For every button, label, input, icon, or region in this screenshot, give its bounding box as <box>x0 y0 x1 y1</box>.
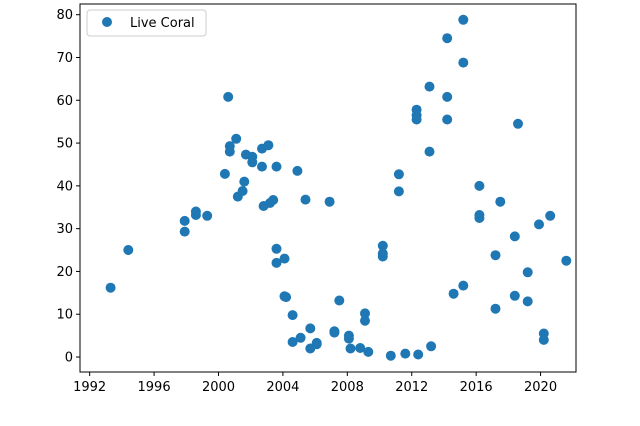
data-point <box>231 133 242 144</box>
data-point <box>377 251 388 262</box>
legend: Live Coral <box>86 9 207 37</box>
data-point <box>495 196 506 207</box>
y-tick-label: 20 <box>56 265 73 280</box>
data-point <box>424 81 435 92</box>
data-point <box>179 226 190 237</box>
data-point <box>413 349 424 360</box>
y-tick-label: 0 <box>65 351 73 366</box>
y-tick-label: 30 <box>56 222 73 237</box>
data-point <box>105 282 116 293</box>
data-point <box>223 91 234 102</box>
data-point <box>281 292 292 303</box>
data-point <box>363 346 374 357</box>
data-point <box>271 257 282 268</box>
data-point <box>377 240 388 251</box>
data-point <box>123 245 134 255</box>
x-tick-label: 1996 <box>138 380 171 395</box>
data-points <box>105 14 572 361</box>
data-point <box>534 219 544 230</box>
data-point <box>224 141 235 152</box>
data-point <box>324 196 335 207</box>
data-point <box>538 334 549 345</box>
data-point <box>509 290 520 301</box>
data-point <box>522 296 533 307</box>
data-point <box>271 161 282 172</box>
data-point <box>442 33 453 44</box>
data-point <box>400 348 411 359</box>
y-tick-label: 70 <box>56 51 73 66</box>
data-point <box>360 315 370 326</box>
y-tick-label: 80 <box>56 8 73 23</box>
y-tick-label: 40 <box>56 179 73 194</box>
x-tick-label: 2020 <box>524 380 557 395</box>
legend-box <box>86 9 207 37</box>
y-tick-label: 60 <box>56 94 73 109</box>
data-point <box>190 210 201 220</box>
data-point <box>292 165 303 176</box>
data-point <box>424 146 435 157</box>
data-point <box>393 186 404 197</box>
data-point <box>355 343 366 353</box>
data-point <box>343 333 354 344</box>
data-point <box>513 118 523 129</box>
data-point <box>442 114 453 125</box>
x-tick-label: 2016 <box>460 380 493 395</box>
data-point <box>458 14 469 25</box>
data-point <box>442 91 453 102</box>
data-point <box>257 161 267 172</box>
y-tick-label: 50 <box>56 137 73 152</box>
data-point <box>345 343 356 354</box>
data-point <box>268 195 279 205</box>
data-point <box>247 157 258 168</box>
x-tick-label: 1992 <box>73 380 106 395</box>
data-point <box>448 288 459 299</box>
x-axis: 1992 1996 2000 2004 2008 2012 2016 2020 <box>73 372 557 395</box>
data-point <box>393 169 404 180</box>
y-axis: 0 10 20 30 40 50 60 70 80 <box>56 8 80 366</box>
x-tick-label: 2012 <box>395 380 428 395</box>
data-point <box>295 332 306 343</box>
x-tick-label: 2000 <box>202 380 235 395</box>
data-point <box>509 231 520 242</box>
data-point <box>271 243 282 254</box>
data-point <box>426 341 437 352</box>
data-point <box>334 295 345 306</box>
legend-label: Live Coral <box>130 16 195 31</box>
data-point <box>263 140 274 151</box>
data-point <box>490 250 501 261</box>
data-point <box>561 255 572 266</box>
data-point <box>490 303 501 314</box>
data-point <box>329 327 340 338</box>
data-point <box>360 308 370 319</box>
data-point <box>305 323 316 334</box>
x-tick-label: 2008 <box>331 380 364 395</box>
data-point <box>458 280 469 291</box>
data-point <box>237 186 248 196</box>
data-point <box>311 339 322 350</box>
data-point <box>202 210 213 221</box>
data-point <box>300 194 311 205</box>
y-tick-label: 10 <box>56 308 73 323</box>
data-point <box>545 210 556 221</box>
data-point <box>279 253 290 264</box>
data-point <box>385 350 396 361</box>
plot-frame <box>79 3 577 373</box>
legend-marker <box>102 17 112 27</box>
data-point <box>219 168 230 179</box>
data-point <box>474 213 485 223</box>
data-point <box>411 114 422 125</box>
data-point <box>239 176 250 187</box>
x-tick-label: 2004 <box>266 380 299 395</box>
data-point <box>458 57 469 68</box>
data-point <box>287 337 298 347</box>
data-point <box>522 267 533 278</box>
data-point <box>179 215 190 226</box>
data-point <box>287 310 298 321</box>
data-point <box>474 180 485 191</box>
